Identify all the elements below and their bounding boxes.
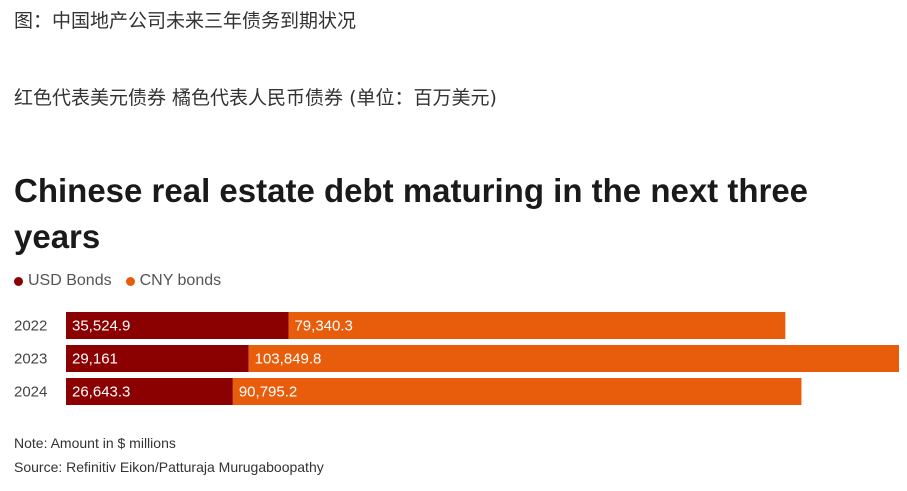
data-label-usd-2023: 29,161 xyxy=(72,351,118,368)
legend-swatch-cny xyxy=(125,276,135,286)
category-label-2023: 2023 xyxy=(14,351,47,368)
data-label-usd-2022: 35,524.9 xyxy=(72,318,130,335)
caption-line-2: 红色代表美元债券 橘色代表人民币债券 (单位：百万美元) xyxy=(14,87,497,109)
legend-swatch-usd xyxy=(14,276,23,286)
data-label-cny-2022: 79,340.3 xyxy=(294,318,352,335)
category-label-2022: 2022 xyxy=(14,318,47,335)
bar-cny-2024 xyxy=(232,378,802,405)
bar-usd-2022 xyxy=(66,312,289,339)
data-label-usd-2024: 26,643.3 xyxy=(72,384,130,401)
legend-label-cny: CNY bonds xyxy=(139,272,222,289)
chart-legend: USD Bonds CNY bonds xyxy=(14,272,235,290)
legend-item-usd: USD Bonds xyxy=(14,272,112,290)
bar-cny-2022 xyxy=(288,312,786,339)
legend-label-usd: USD Bonds xyxy=(28,272,112,289)
legend-item-cny: CNY bonds xyxy=(125,272,222,290)
chart-note: Note: Amount in $ millions xyxy=(14,435,176,451)
bar-usd-2023 xyxy=(66,345,249,372)
chart-title: Chinese real estate debt maturing in the… xyxy=(14,172,809,255)
bar-usd-2024 xyxy=(66,378,233,405)
stacked-bar-chart: 2022 35,524.9 79,340.3 2023 29,161 103,849.8 2… xyxy=(14,312,899,405)
category-label-2024: 2024 xyxy=(14,384,47,401)
caption-line-1: 图：中国地产公司未来三年债务到期状况 xyxy=(14,10,357,32)
data-label-cny-2024: 90,795.2 xyxy=(239,384,297,401)
chart-source: Source: Refinitiv Eikon/Patturaja Muruga… xyxy=(14,459,324,475)
bar-cny-2023 xyxy=(248,345,899,372)
data-label-cny-2023: 103,849.8 xyxy=(255,351,322,368)
